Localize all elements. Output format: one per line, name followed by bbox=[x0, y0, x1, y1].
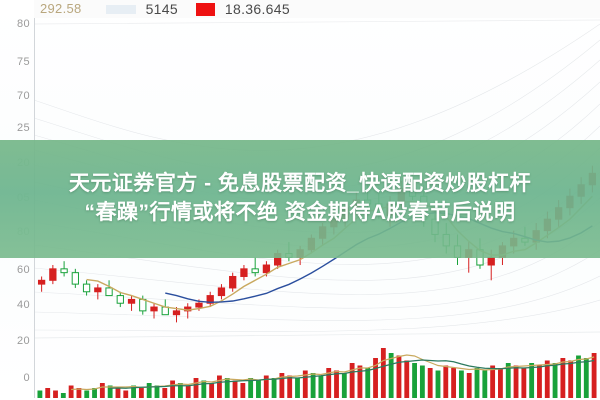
legend-volume-value: 5145 bbox=[145, 1, 178, 17]
volume-series bbox=[37, 348, 597, 398]
y-tick-10: 0 bbox=[23, 372, 30, 384]
legend-price-value: 292.58 bbox=[40, 1, 82, 16]
promo-banner-overlay: 天元证券官方 - 免息股票配资_快速配资炒股杠杆 “春躁”行情或将不绝 资金期待… bbox=[0, 140, 600, 258]
y-tick-8: 40 bbox=[16, 299, 30, 311]
y-tick-7: 60 bbox=[16, 264, 30, 276]
promo-banner-text: 天元证券官方 - 免息股票配资_快速配资炒股杠杆 “春躁”行情或将不绝 资金期待… bbox=[0, 140, 600, 258]
y-tick-9: 20 bbox=[16, 335, 30, 347]
volume-ma-lines bbox=[71, 354, 595, 391]
y-tick-0: 80 bbox=[16, 18, 30, 30]
ma-line-swatch bbox=[105, 4, 136, 14]
y-tick-3: 25 bbox=[16, 122, 30, 134]
red-color-swatch bbox=[195, 2, 215, 16]
chart-legend: 292.58 5145 18.36.645 bbox=[34, 0, 600, 18]
promo-banner-line-2: “春躁”行情或将不绝 资金期待A股春节后说明 bbox=[84, 201, 516, 224]
y-tick-1: 75 bbox=[16, 56, 30, 68]
legend-change-value: 18.36.645 bbox=[224, 1, 290, 17]
promo-banner-line-1: 天元证券官方 - 免息股票配资_快速配资炒股杠杆 bbox=[68, 172, 532, 196]
y-tick-2: 70 bbox=[16, 90, 30, 102]
